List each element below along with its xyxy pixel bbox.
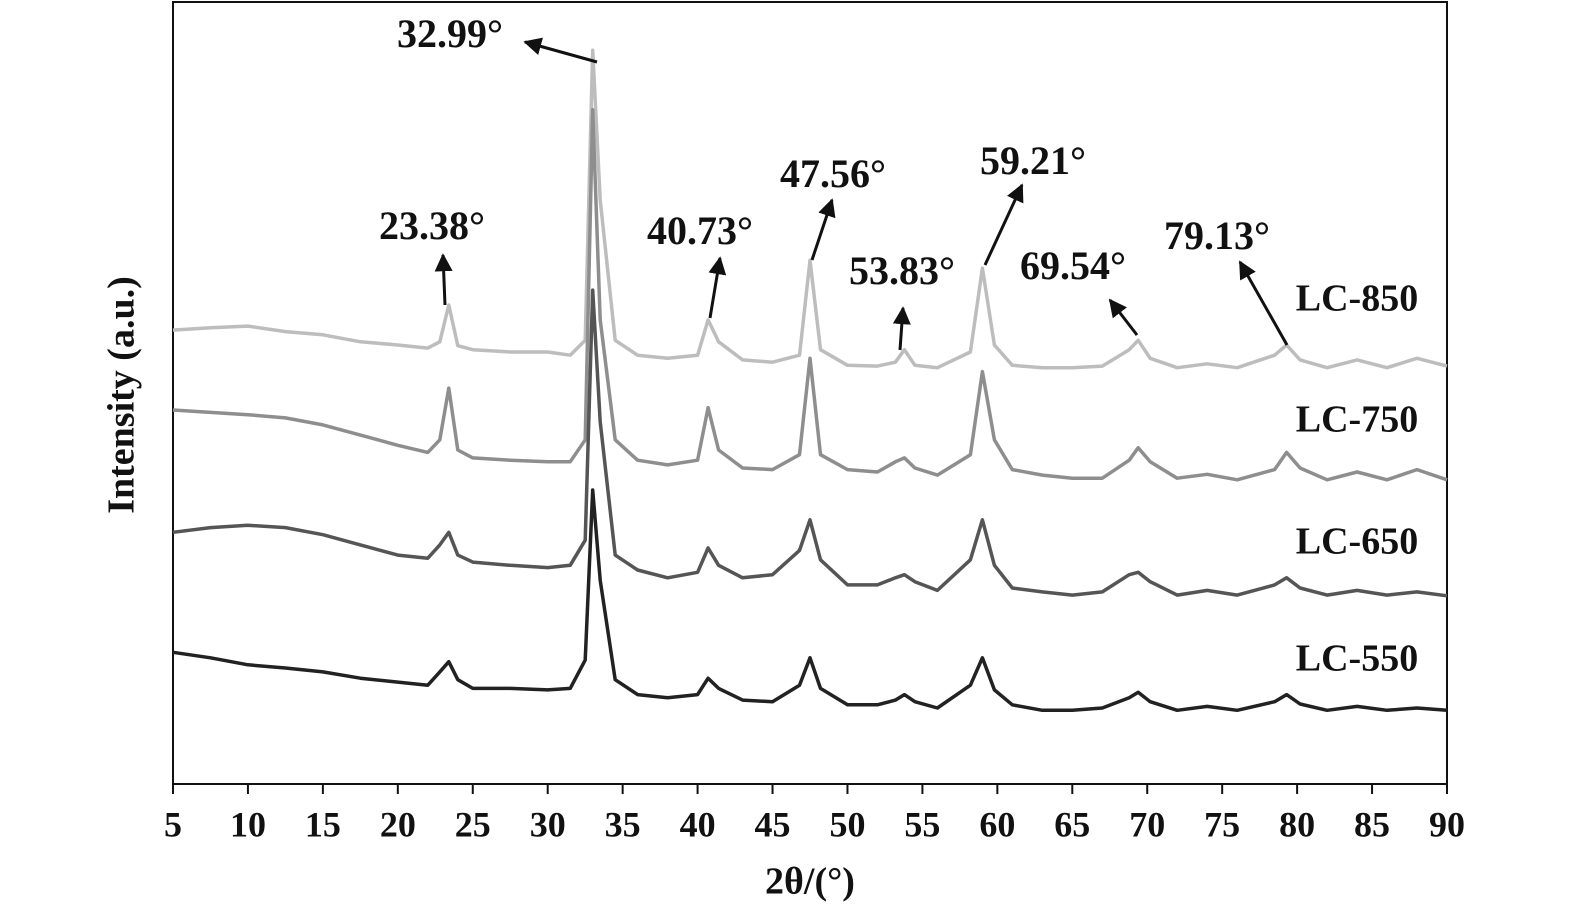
annotation-arrow: [708, 256, 727, 319]
annotation-arrow: [434, 253, 453, 306]
x-tick-label: 5: [164, 804, 182, 844]
x-tick-label: 15: [305, 804, 341, 844]
peak-annotation: 59.21°: [980, 138, 1086, 183]
peak-annotation: 79.13°: [1164, 213, 1270, 258]
x-tick-label: 75: [1204, 804, 1240, 844]
annotation-arrow: [810, 198, 836, 261]
x-axis-label: 2θ/(°): [765, 861, 855, 903]
series-label: LC-650: [1296, 521, 1418, 563]
series-label: LC-850: [1296, 278, 1418, 320]
series-line: [172, 48, 1448, 370]
x-tick-label: 45: [755, 804, 791, 844]
x-tick-label: 20: [380, 804, 416, 844]
annotation-arrow: [1238, 260, 1289, 346]
x-tick-label: 85: [1354, 804, 1390, 844]
series-line: [172, 488, 1448, 713]
peak-annotation: 32.99°: [397, 11, 503, 56]
x-tick-label: 70: [1129, 804, 1165, 844]
x-tick-label: 60: [979, 804, 1015, 844]
peak-annotation: 23.38°: [379, 203, 485, 248]
peak-annotation: 40.73°: [647, 208, 753, 253]
series-label: LC-550: [1296, 638, 1418, 680]
x-tick-label: 65: [1054, 804, 1090, 844]
plot-frame: [172, 1, 1448, 785]
x-tick-label: 35: [605, 804, 641, 844]
annotation-arrow: [1108, 298, 1139, 336]
peak-annotation: 69.54°: [1020, 243, 1126, 288]
x-tick-label: 80: [1279, 804, 1315, 844]
peak-annotation: 53.83°: [849, 248, 955, 293]
x-tick-label: 50: [829, 804, 865, 844]
x-tick-label: 25: [455, 804, 491, 844]
annotation-arrow: [983, 183, 1024, 266]
x-tick-label: 10: [230, 804, 266, 844]
peak-annotation: 47.56°: [780, 151, 886, 196]
series-line: [172, 108, 1448, 482]
annotation-arrow: [523, 37, 598, 64]
x-tick-label: 90: [1429, 804, 1465, 844]
series-label: LC-750: [1296, 399, 1418, 441]
y-axis-label: Intensity (a.u.): [101, 276, 143, 514]
x-tick-label: 30: [530, 804, 566, 844]
x-tick-label: 40: [680, 804, 716, 844]
x-tick-label: 55: [904, 804, 940, 844]
annotation-arrow: [892, 306, 911, 351]
series-line: [172, 288, 1448, 598]
